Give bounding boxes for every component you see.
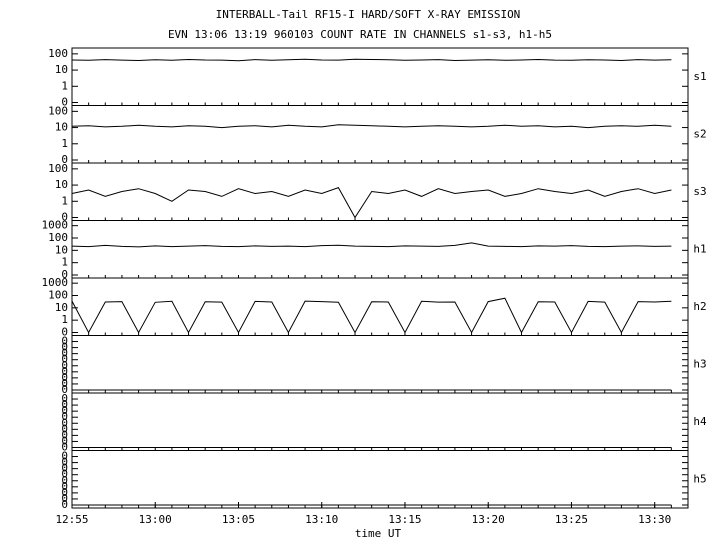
y-tick-label: 10 xyxy=(55,301,68,314)
y-tick-label: 0 xyxy=(61,398,68,411)
channel-label: h3 xyxy=(693,357,706,370)
y-tick-label: 0 xyxy=(61,211,68,224)
y-tick-label: 10 xyxy=(55,63,68,76)
y-tick-label: 0 xyxy=(61,341,68,354)
y-tick-label: 0 xyxy=(61,492,68,505)
y-tick-label: 1000 xyxy=(42,219,69,232)
y-tick-label: 0 xyxy=(61,456,68,469)
y-tick-label: 0 xyxy=(61,434,68,447)
y-tick-label: 0 xyxy=(61,371,68,384)
y-tick-label: 1 xyxy=(61,194,68,207)
y-tick-label: 1000 xyxy=(42,276,69,289)
y-tick-label: 0 xyxy=(61,377,68,390)
y-tick-label: 0 xyxy=(61,450,68,463)
panel-frame xyxy=(71,335,689,394)
y-tick-label: 0 xyxy=(61,498,68,511)
y-tick-label: 100 xyxy=(48,289,68,302)
y-tick-label: 0 xyxy=(61,416,68,429)
y-tick-label: 0 xyxy=(61,428,68,441)
panel-frame xyxy=(71,105,689,164)
y-tick-label: 0 xyxy=(61,410,68,423)
channel-label: h2 xyxy=(693,300,706,313)
y-tick-label: 1 xyxy=(61,79,68,92)
x-tick-label: 13:30 xyxy=(638,513,671,526)
y-tick-label: 10 xyxy=(55,178,68,191)
y-tick-label: 0 xyxy=(61,365,68,378)
y-tick-label: 1 xyxy=(61,313,68,326)
x-tick-label: 12:55 xyxy=(55,513,88,526)
y-tick-label: 0 xyxy=(61,96,68,109)
panel-frame xyxy=(71,162,689,221)
series-line xyxy=(71,186,672,219)
y-tick-label: 0 xyxy=(61,474,68,487)
panel-frame xyxy=(71,277,689,336)
y-tick-label: 0 xyxy=(61,422,68,435)
y-tick-label: 0 xyxy=(61,335,68,348)
x-tick-label: 13:25 xyxy=(555,513,588,526)
panel-frame xyxy=(71,220,689,279)
series-line xyxy=(71,242,672,248)
y-tick-label: 100 xyxy=(48,231,68,244)
panel-frame xyxy=(71,392,689,451)
chart-subtitle: EVN 13:06 13:19 960103 COUNT RATE IN CHA… xyxy=(168,28,552,41)
y-tick-label: 1 xyxy=(61,256,68,269)
y-tick-label: 100 xyxy=(48,47,68,60)
channel-label: s1 xyxy=(693,70,706,83)
panel-frame xyxy=(71,450,689,509)
y-tick-label: 0 xyxy=(61,353,68,366)
y-tick-label: 0 xyxy=(61,326,68,339)
series-line xyxy=(71,297,672,334)
x-tick-label: 13:10 xyxy=(305,513,338,526)
y-tick-label: 0 xyxy=(61,480,68,493)
y-tick-label: 10 xyxy=(55,243,68,256)
y-tick-label: 0 xyxy=(61,462,68,475)
y-tick-label: 0 xyxy=(61,153,68,166)
channel-label: h5 xyxy=(693,472,706,485)
y-tick-label: 100 xyxy=(48,104,68,117)
channel-label: s3 xyxy=(693,185,706,198)
y-tick-label: 0 xyxy=(61,486,68,499)
series-line xyxy=(71,124,672,129)
x-tick-label: 13:15 xyxy=(388,513,421,526)
channel-label: s2 xyxy=(693,127,706,140)
y-tick-label: 0 xyxy=(61,347,68,360)
y-tick-label: 0 xyxy=(61,383,68,396)
panel-frame xyxy=(71,47,689,106)
channel-label: h1 xyxy=(693,242,706,255)
y-tick-label: 0 xyxy=(61,441,68,454)
x-axis-label: time UT xyxy=(355,527,402,540)
y-tick-label: 0 xyxy=(61,359,68,372)
y-tick-label: 100 xyxy=(48,162,68,175)
x-tick-label: 13:05 xyxy=(222,513,255,526)
series-line xyxy=(71,58,672,62)
y-tick-label: 0 xyxy=(61,392,68,405)
x-tick-label: 13:00 xyxy=(139,513,172,526)
y-tick-label: 0 xyxy=(61,404,68,417)
y-tick-label: 10 xyxy=(55,121,68,134)
y-tick-label: 1 xyxy=(61,137,68,150)
channel-label: h4 xyxy=(693,415,707,428)
y-tick-label: 0 xyxy=(61,268,68,281)
y-tick-label: 0 xyxy=(61,468,68,481)
chart-title: INTERBALL-Tail RF15-I HARD/SOFT X-RAY EM… xyxy=(216,8,521,21)
x-tick-label: 13:20 xyxy=(472,513,505,526)
